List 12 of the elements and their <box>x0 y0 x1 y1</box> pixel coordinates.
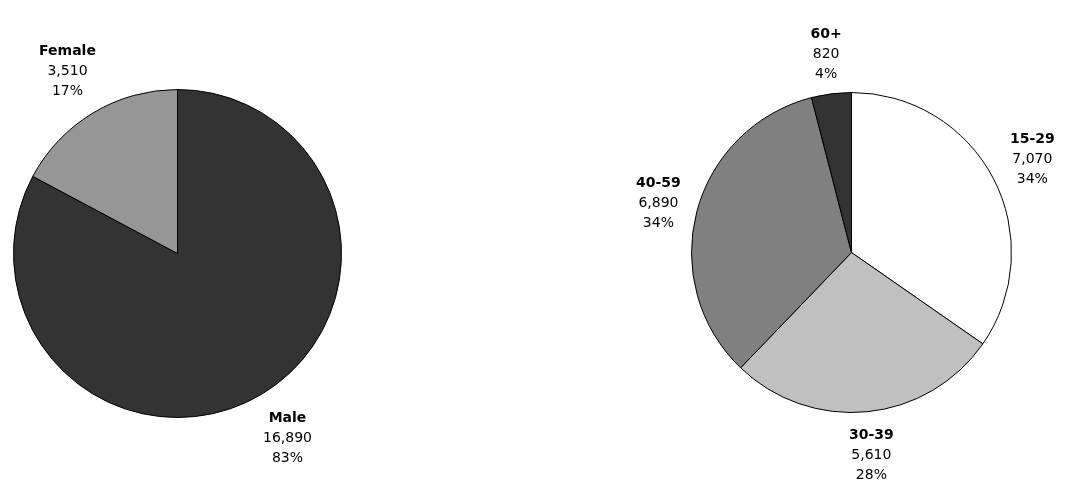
data-label: 820 4% <box>812 44 840 81</box>
data-label: 6,890 34% <box>638 193 679 230</box>
data-label: 7,070 34% <box>1012 150 1053 186</box>
slice-label: 15-29 <box>1009 130 1055 146</box>
slice-label: 60+ <box>810 24 842 41</box>
slice-label: Female <box>39 42 96 59</box>
slice-label: 40-59 <box>636 173 681 190</box>
slice-label: Male <box>268 408 307 425</box>
slice-label: 30-39 <box>849 425 894 442</box>
data-label: 3,510 17% <box>47 62 88 99</box>
data-label: 5,610 28% <box>851 445 892 482</box>
data-label: 16,890 83% <box>263 428 313 465</box>
